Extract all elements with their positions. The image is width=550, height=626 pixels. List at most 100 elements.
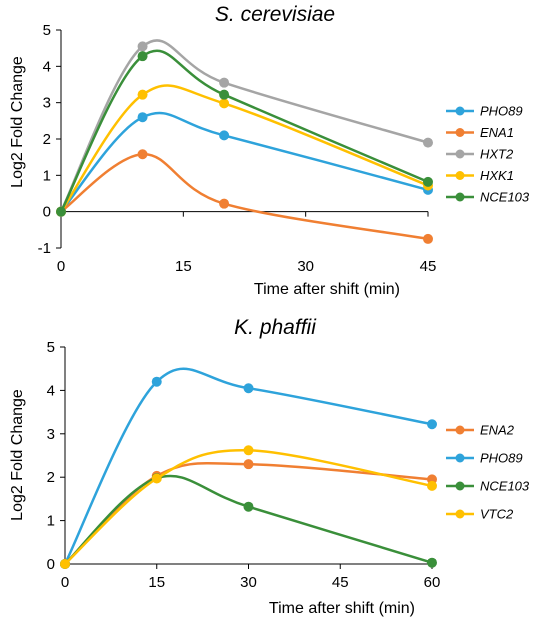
legend-label: ENA2 <box>480 423 515 438</box>
legend-marker <box>455 453 465 463</box>
legend-item: ENA2 <box>446 423 515 438</box>
legend-label: ENA1 <box>480 125 514 140</box>
y-tick-label: 3 <box>47 426 55 443</box>
plot-area <box>56 39 433 244</box>
x-tick-label: 15 <box>175 258 192 275</box>
legend-marker <box>455 192 465 202</box>
y-tick-label: 0 <box>47 556 55 573</box>
legend-marker <box>455 425 465 435</box>
data-point <box>137 41 148 52</box>
data-point <box>423 176 433 187</box>
x-axis-label: Time after shift (min) <box>269 600 415 617</box>
legend-label: PHO89 <box>480 451 523 466</box>
legend-label: NCE103 <box>480 479 530 494</box>
y-tick-label: 5 <box>43 22 51 39</box>
y-tick-label: 1 <box>43 167 51 184</box>
legend-label: PHO89 <box>480 104 523 119</box>
legend-marker <box>455 509 465 519</box>
legend-item: HXK1 <box>446 168 514 183</box>
data-point <box>427 419 437 430</box>
data-point <box>243 445 254 456</box>
y-tick-label: 0 <box>43 204 51 221</box>
y-tick-label: 5 <box>47 339 55 356</box>
series-line <box>63 367 433 565</box>
data-point <box>219 89 230 100</box>
legend-label: NCE103 <box>480 190 530 205</box>
data-point <box>423 137 433 148</box>
legend-marker <box>455 128 465 137</box>
y-axis-label: Log2 Fold Change <box>9 389 26 521</box>
data-point <box>137 51 148 62</box>
legend-item: PHO89 <box>446 104 523 119</box>
x-tick-label: 30 <box>240 574 257 591</box>
series-line <box>59 39 429 213</box>
data-point <box>243 383 254 394</box>
data-point <box>60 559 70 569</box>
legend-item: NCE103 <box>446 190 530 205</box>
legend-marker <box>455 149 465 159</box>
chart-panel-1: S. cerevisiae Log2 Fold Change Time afte… <box>9 3 530 298</box>
chart-title: S. cerevisiae <box>215 3 335 26</box>
legend-item: NCE103 <box>446 479 530 494</box>
legend: PHO89 ENA1 HXT2 HXK1 NCE103 <box>446 104 530 205</box>
data-point <box>243 501 254 512</box>
chart-title: K. phaffii <box>234 316 317 339</box>
series-ena2 <box>60 459 437 569</box>
data-point <box>137 149 148 160</box>
y-tick-label: 4 <box>43 58 51 75</box>
y-tick-label: 3 <box>43 95 51 112</box>
legend-marker <box>455 171 465 180</box>
series-nce103 <box>56 49 433 217</box>
y-tick-label: 2 <box>43 131 51 148</box>
data-point <box>151 376 162 387</box>
legend-label: HXK1 <box>480 168 514 183</box>
series-line <box>59 49 429 213</box>
x-tick-label: 0 <box>57 258 65 275</box>
data-point <box>137 89 148 100</box>
series-line <box>64 474 433 565</box>
legend-item: VTC2 <box>446 507 514 522</box>
data-point <box>219 77 230 88</box>
legend-marker <box>455 481 465 491</box>
data-point <box>219 130 230 141</box>
legend-label: HXT2 <box>480 147 514 162</box>
data-point <box>56 206 66 217</box>
legend-marker <box>455 106 465 116</box>
series-hxk1 <box>56 84 433 217</box>
x-tick-label: 15 <box>148 574 165 591</box>
legend-item: PHO89 <box>446 451 523 466</box>
plot-area <box>60 367 437 569</box>
y-tick-label: -1 <box>38 240 51 257</box>
chart-panel-2: K. phaffii Log2 Fold Change Time after s… <box>9 316 530 617</box>
data-point <box>137 112 148 123</box>
x-tick-label: 45 <box>332 574 349 591</box>
data-point <box>151 473 162 484</box>
data-point <box>427 557 437 568</box>
data-point <box>427 480 437 491</box>
x-tick-label: 45 <box>420 258 437 275</box>
series-vtc2 <box>60 445 437 569</box>
y-tick-label: 4 <box>47 382 55 399</box>
y-axis-label: Log2 Fold Change <box>9 56 26 188</box>
x-axis-label: Time after shift (min) <box>254 281 400 298</box>
legend-item: ENA1 <box>446 125 514 140</box>
series-line <box>64 462 433 565</box>
y-tick-label: 2 <box>47 469 55 486</box>
x-tick-label: 0 <box>61 574 69 591</box>
data-point <box>219 198 230 209</box>
legend: ENA2 PHO89 NCE103 VTC2 <box>446 423 530 522</box>
legend-item: HXT2 <box>446 147 514 162</box>
x-tick-label: 60 <box>424 574 441 591</box>
data-point <box>219 98 230 109</box>
series-nce103 <box>60 473 437 569</box>
legend-label: VTC2 <box>480 507 514 522</box>
data-point <box>423 233 433 244</box>
series-line <box>64 449 433 565</box>
series-line <box>59 84 429 213</box>
series-line <box>60 153 429 241</box>
y-tick-label: 1 <box>47 513 55 530</box>
data-point <box>243 459 254 470</box>
x-tick-label: 30 <box>297 258 314 275</box>
